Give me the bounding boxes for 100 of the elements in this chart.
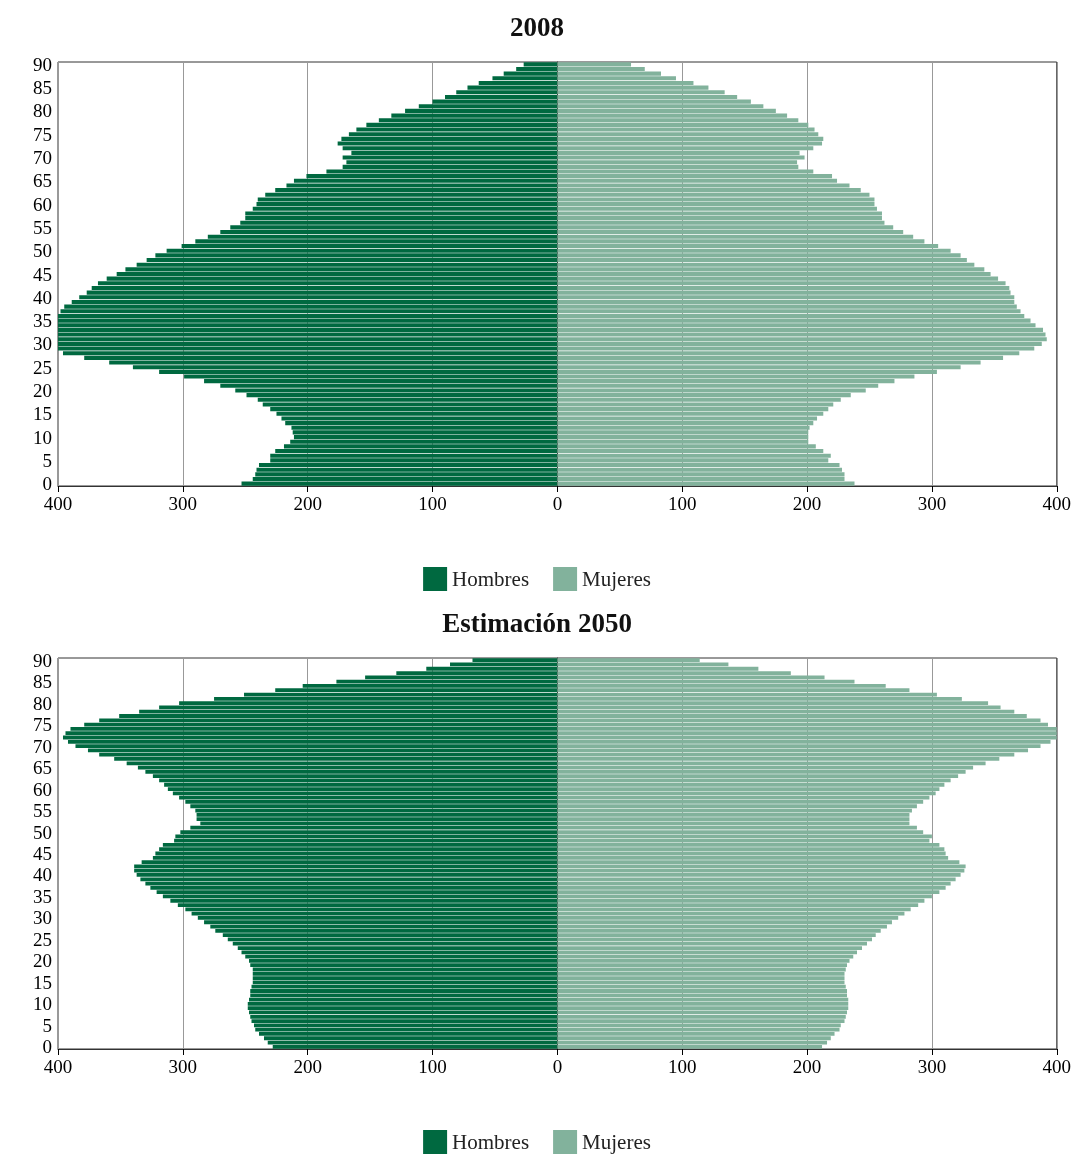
bar (251, 1019, 558, 1023)
y-tick-label: 50 (33, 240, 52, 262)
x-tick-label: 400 (43, 493, 73, 514)
y-tick-label: 30 (33, 333, 52, 355)
x-tick-label: 100 (418, 1056, 447, 1077)
bar (557, 868, 965, 873)
y-tick-label: 45 (33, 263, 52, 285)
bar (557, 453, 831, 458)
bar (557, 425, 810, 430)
y-tick-label: 45 (33, 843, 52, 864)
bar (91, 285, 558, 291)
bar (557, 472, 845, 477)
y-tick-label: 65 (33, 757, 52, 779)
bar (252, 976, 558, 980)
bar (196, 817, 558, 822)
bar (557, 1023, 841, 1028)
y-tick-label: 0 (42, 1036, 52, 1058)
bar (557, 430, 809, 435)
bar (257, 197, 558, 202)
y-tick-label: 55 (33, 800, 52, 822)
bar (175, 834, 558, 839)
y-tick-label: 40 (33, 286, 52, 308)
bar (250, 963, 558, 968)
bar (557, 481, 855, 486)
bar (256, 467, 558, 472)
bar (557, 1001, 849, 1006)
y-tick-label: 70 (33, 147, 52, 169)
x-tick-label: 300 (168, 493, 198, 514)
bar (250, 993, 558, 998)
bar (140, 877, 558, 882)
x-tick-label: 0 (552, 1056, 563, 1077)
y-tick-label: 80 (33, 692, 52, 714)
bar (557, 787, 940, 791)
bar (262, 402, 558, 407)
bar (557, 989, 848, 993)
bar (136, 873, 558, 877)
legend-label: Mujeres (582, 567, 651, 591)
bar (557, 834, 932, 839)
bar (557, 847, 945, 852)
bar (58, 318, 558, 323)
y-tick-label: 60 (33, 778, 52, 800)
bar (557, 211, 882, 216)
y-tick-label: 80 (33, 100, 52, 122)
y-tick-label: 20 (33, 950, 52, 972)
y-tick-label: 10 (33, 993, 52, 1015)
y-tick-label: 15 (33, 403, 52, 425)
bar (167, 787, 558, 791)
bar (254, 1023, 558, 1028)
y-tick-label: 55 (33, 216, 52, 238)
bar (172, 791, 558, 796)
bar (557, 971, 845, 976)
bar (557, 843, 940, 847)
y-tick-label: 75 (33, 714, 52, 736)
bar (134, 864, 558, 869)
bar (557, 304, 1017, 309)
bar (247, 1006, 558, 1011)
bar (557, 127, 815, 132)
bar (557, 411, 824, 416)
bar (241, 950, 558, 955)
bar (557, 976, 845, 980)
bar (64, 304, 558, 309)
x-tick-label: 100 (667, 1056, 697, 1077)
x-tick-label: 300 (917, 493, 947, 514)
bar (557, 954, 854, 959)
x-tick-label: 0 (552, 493, 563, 514)
bar (250, 989, 558, 993)
bar (263, 1036, 558, 1041)
bar (237, 946, 558, 950)
bar (249, 959, 558, 963)
bar (557, 1044, 823, 1049)
bar (232, 941, 558, 946)
bar (557, 864, 966, 869)
legend-label: Hombres (452, 1130, 530, 1154)
y-tick-label: 0 (42, 473, 52, 495)
y-tick-label: 15 (33, 971, 52, 993)
y-tick-label: 90 (33, 649, 52, 671)
x-tick-label: 100 (418, 493, 447, 514)
chart-title: Estimación 2050 (442, 607, 632, 638)
bar (557, 309, 1021, 314)
bar (557, 281, 1006, 286)
bar (159, 847, 558, 852)
bar (245, 954, 558, 959)
bar (557, 791, 936, 796)
bar (557, 285, 1010, 291)
bar (255, 472, 558, 477)
bar (557, 155, 805, 160)
bar (65, 731, 558, 736)
y-tick-label: 50 (33, 821, 52, 843)
bar (557, 295, 1015, 300)
x-tick-label: 400 (43, 1056, 73, 1077)
bar (270, 453, 558, 458)
bar (58, 337, 558, 342)
bar (162, 843, 558, 847)
bar (557, 727, 1057, 731)
bar (557, 141, 823, 146)
bar (557, 462, 840, 468)
x-tick-label: 400 (1042, 493, 1071, 514)
x-tick-label: 100 (667, 493, 697, 514)
y-tick-label: 35 (33, 885, 52, 907)
y-tick-label: 5 (42, 449, 52, 471)
